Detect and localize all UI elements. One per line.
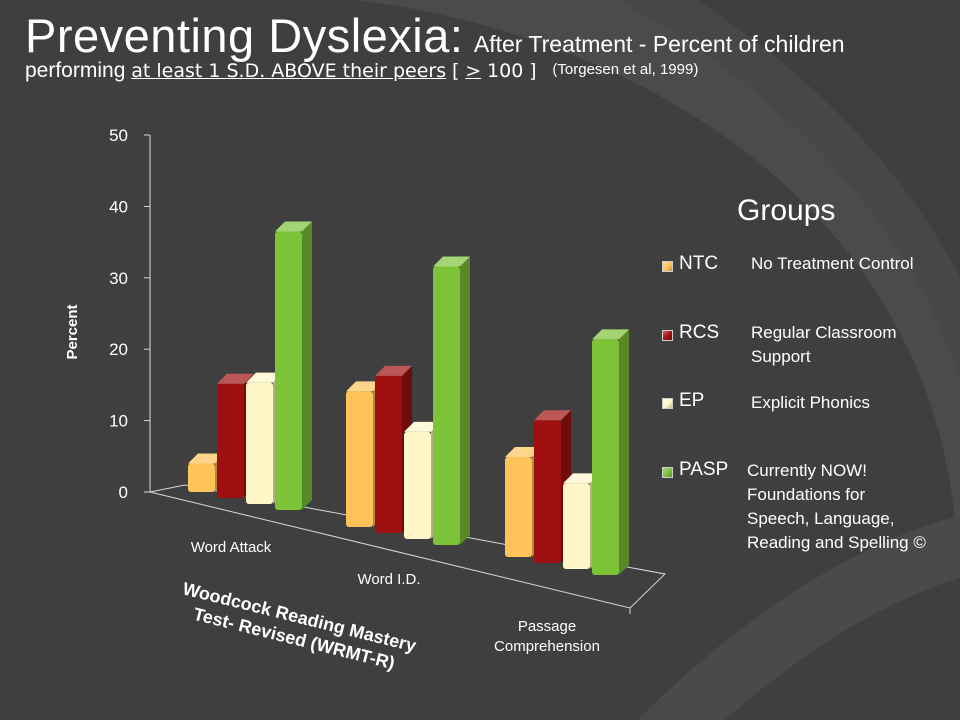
bar-side — [302, 221, 312, 511]
legend-title: Groups — [737, 194, 836, 227]
legend-code: RCS — [679, 322, 720, 343]
y-tick-label: 0 — [119, 483, 128, 502]
bar-front — [246, 382, 273, 504]
category-label: Passage — [518, 618, 576, 635]
bar-pasp-2 — [592, 329, 629, 575]
title-gt: > — [465, 60, 482, 82]
bar-top — [563, 473, 600, 484]
legend-swatch — [662, 398, 673, 409]
legend-description-line: Speech, Language, — [747, 509, 895, 528]
bar-top — [505, 447, 542, 458]
legend-description-line: No Treatment Control — [751, 254, 914, 273]
title-line2-prefix: performing — [25, 59, 126, 82]
bar-top — [433, 256, 470, 267]
bar-front — [275, 231, 302, 511]
title-bracket-close: ] — [529, 60, 537, 82]
bar-front — [188, 463, 215, 492]
title-line2-underlined: at least 1 S.D. ABOVE their peers — [131, 60, 447, 82]
bar-top — [275, 221, 312, 232]
legend-swatch — [662, 261, 673, 272]
y-tick-label: 30 — [109, 269, 128, 288]
legend-description: Regular Classroom Support — [751, 321, 897, 369]
legend-description: Currently NOW! Foundations for Speech, Lan… — [747, 459, 926, 555]
bar-top — [188, 453, 225, 464]
y-tick-label: 40 — [109, 197, 128, 216]
legend-description: No Treatment Control — [751, 252, 914, 276]
bar-top — [404, 421, 441, 432]
title-main: Preventing Dyslexia: — [25, 9, 464, 62]
bar-top — [217, 373, 254, 384]
bar-side — [460, 256, 470, 545]
legend-description-line: Explicit Phonics — [751, 393, 871, 412]
y-tick-label: 10 — [109, 412, 128, 431]
bar-front — [217, 383, 244, 498]
chart-floor — [149, 484, 667, 609]
title-value: 100 — [487, 60, 524, 82]
slide-title: Preventing Dyslexia: After Treatment - P… — [25, 8, 955, 83]
bar-pasp-1 — [433, 256, 470, 545]
legend-code: EP — [679, 390, 705, 411]
legend-description-line: Support — [751, 347, 811, 366]
y-tick-label: 50 — [109, 126, 128, 145]
bar-pasp-0 — [275, 221, 312, 511]
legend-description-line: Reading and Spelling © — [747, 533, 926, 552]
bar-front — [592, 339, 619, 575]
category-label: Comprehension — [494, 638, 600, 655]
title-citation: (Torgesen et al, 1999) — [552, 61, 699, 78]
bar-front — [404, 431, 431, 539]
bar-top — [592, 329, 629, 340]
bar-top — [534, 410, 571, 421]
bar-top — [346, 381, 383, 392]
bar-front — [433, 266, 460, 545]
bar-front — [534, 420, 561, 563]
bar-front — [563, 483, 590, 569]
x-axis-title: Woodcock Reading MasteryTest- Revised (W… — [175, 578, 418, 677]
legend-description-line: Currently NOW! — [747, 461, 867, 480]
legend-code: PASP — [679, 459, 729, 480]
legend-description-line: Regular Classroom — [751, 323, 897, 342]
bar-front — [375, 375, 402, 533]
bar-side — [619, 329, 629, 575]
legend-description: Explicit Phonics — [751, 391, 870, 415]
bar-top — [375, 365, 412, 376]
bar-top — [246, 372, 283, 383]
title-bracket-open: [ — [451, 60, 460, 82]
category-label: Word Attack — [191, 539, 272, 556]
legend-description-line: Foundations for — [747, 485, 866, 504]
bar-front — [346, 391, 373, 527]
title-sub: After Treatment - Percent of children — [473, 31, 845, 57]
y-tick-label: 20 — [109, 340, 128, 359]
y-axis-title: Percent — [64, 304, 81, 359]
bar-front — [505, 457, 532, 557]
category-label: Word I.D. — [357, 571, 420, 588]
legend-code: NTC — [679, 253, 719, 274]
legend-swatch — [662, 467, 673, 478]
legend-swatch — [662, 330, 673, 341]
